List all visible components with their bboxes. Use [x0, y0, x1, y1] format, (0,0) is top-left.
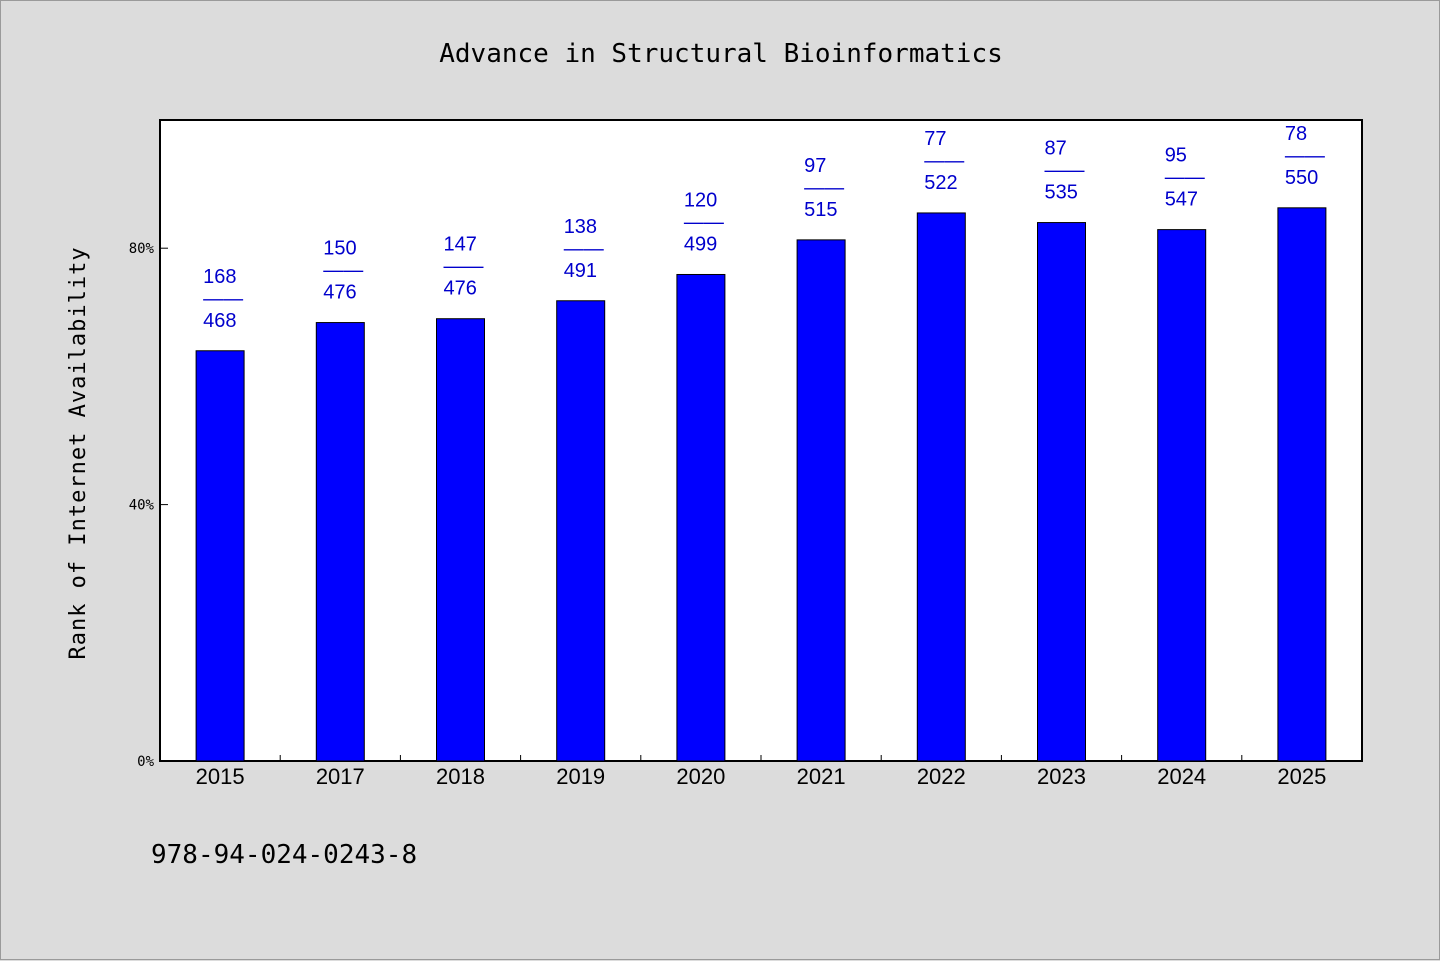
data-label-bottom-2020: 499	[684, 233, 717, 255]
x-tick-label-2021: 2021	[797, 764, 846, 789]
data-label-sep-2023: ——	[1045, 160, 1085, 182]
bar-2024	[1157, 229, 1207, 762]
data-label-top-2023: 87	[1045, 138, 1067, 160]
bar-2017	[315, 322, 365, 762]
data-label-bottom-2021: 515	[804, 199, 837, 221]
bar-2021	[796, 239, 846, 762]
x-tick-label-2023: 2023	[1037, 764, 1086, 789]
bar-2018	[436, 318, 485, 762]
data-label-sep-2020: ——	[684, 211, 724, 233]
x-tick-label-2020: 2020	[676, 764, 725, 789]
data-label-top-2022: 77	[924, 128, 946, 150]
x-axis: 2015 2017 2018 2019 2020 2021 2022 2023 2024 2025	[196, 755, 1326, 789]
data-label-sep-2024: ——	[1165, 167, 1205, 189]
data-label-bottom-2025: 550	[1285, 167, 1318, 189]
data-label-top-2019: 138	[564, 216, 597, 238]
data-label-sep-2022: ——	[924, 150, 964, 172]
data-label-top-2020: 120	[684, 189, 717, 211]
data-label-bottom-2018: 476	[444, 278, 477, 300]
data-label-bottom-2023: 535	[1045, 182, 1078, 204]
x-tick-label-2019: 2019	[556, 764, 605, 789]
bar-2023	[1037, 222, 1086, 762]
data-label-bottom-2015: 468	[203, 310, 236, 332]
data-label-bottom-2017: 476	[323, 282, 356, 304]
bar-2015	[195, 350, 245, 762]
data-label-top-2017: 150	[323, 238, 356, 260]
bar-2022	[916, 212, 966, 762]
data-label-bottom-2019: 491	[564, 260, 597, 282]
isbn-footer: 978-94-024-0243-8	[151, 840, 417, 870]
x-tick-label-2022: 2022	[917, 764, 966, 789]
y-tick-label-40: 40%	[129, 498, 155, 514]
x-tick-label-2018: 2018	[436, 764, 485, 789]
data-label-sep-2025: ——	[1285, 145, 1325, 167]
bars	[195, 207, 1327, 762]
data-label-bottom-2024: 547	[1165, 189, 1198, 211]
bar-2019	[556, 300, 606, 762]
data-label-top-2021: 97	[804, 155, 826, 177]
data-label-sep-2018: ——	[444, 256, 484, 278]
data-labels: 168——468150——476147——476138——491120——499…	[203, 123, 1325, 332]
y-axis-label: Rank of Internet Availability	[66, 246, 91, 659]
data-label-top-2024: 95	[1165, 145, 1187, 167]
data-label-top-2015: 168	[203, 266, 236, 288]
data-label-bottom-2022: 522	[924, 172, 957, 194]
data-label-sep-2021: ——	[804, 177, 844, 199]
data-label-top-2025: 78	[1285, 123, 1307, 145]
y-tick-label-80: 80%	[129, 241, 155, 257]
chart-title: Advance in Structural Bioinformatics	[439, 39, 1003, 69]
data-label-top-2018: 147	[444, 234, 477, 256]
data-label-sep-2019: ——	[564, 238, 604, 260]
x-tick-label-2015: 2015	[196, 764, 245, 789]
data-label-sep-2015: ——	[203, 288, 243, 310]
y-axis: 0% 40% 80%	[129, 241, 168, 770]
y-tick-label-0: 0%	[137, 754, 154, 770]
bar-2020	[676, 273, 726, 762]
bar-2025	[1277, 207, 1327, 762]
x-tick-label-2024: 2024	[1157, 764, 1206, 789]
data-label-sep-2017: ——	[323, 260, 363, 282]
x-tick-label-2017: 2017	[316, 764, 365, 789]
x-tick-label-2025: 2025	[1277, 764, 1326, 789]
